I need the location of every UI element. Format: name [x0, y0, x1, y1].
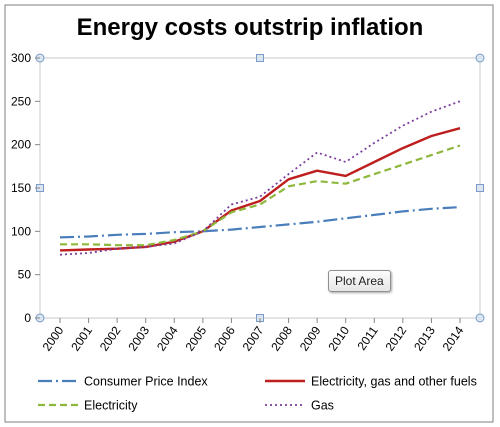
x-tick-label: 2011: [354, 323, 380, 352]
x-tick-label: 2003: [125, 323, 152, 353]
x-tick-label: 2004: [154, 323, 181, 353]
series-line-3: [59, 100, 461, 256]
y-tick-label: 200: [11, 138, 31, 152]
plot-area-handle-corner: [475, 313, 485, 323]
series-line-0: [59, 206, 461, 239]
x-tick-label: 2012: [383, 323, 410, 353]
x-tick-label: 2002: [97, 323, 124, 353]
y-tick-label: 150: [11, 181, 31, 195]
chart-border: [4, 4, 494, 423]
legend-label-3: Gas: [311, 399, 334, 413]
plot-area-handle-side: [476, 184, 484, 192]
x-tick-label: 2014: [440, 323, 467, 353]
x-tick-label: 2001: [68, 323, 95, 353]
plot-area-tooltip: Plot Area: [328, 270, 391, 292]
y-tick-label: 300: [11, 51, 31, 65]
chart-title: Energy costs outstrip inflation: [76, 14, 424, 41]
x-tick-label: 2013: [411, 323, 438, 353]
y-tick-label: 0: [24, 311, 31, 325]
y-tick-label: 50: [18, 268, 32, 282]
y-tick-label: 250: [11, 94, 31, 108]
legend-label-2: Electricity: [84, 399, 138, 413]
series-line-2: [60, 144, 461, 247]
plot-area-handle-corner: [475, 53, 485, 63]
y-tick-label: 100: [11, 224, 31, 238]
x-tick-label: 2000: [40, 323, 67, 353]
x-tick-label: 2008: [268, 323, 295, 353]
x-tick-label: 2006: [211, 323, 238, 353]
x-tick-label: 2005: [183, 323, 210, 353]
legend-label-0: Consumer Price Index: [84, 375, 208, 389]
legend-label-1: Electricity, gas and other fuels: [311, 375, 477, 389]
series-line-1: [59, 127, 461, 252]
x-tick-label: 2010: [325, 323, 352, 353]
plot-area-border: [39, 57, 481, 319]
plot-area-handle-side: [256, 54, 264, 62]
x-tick-label: 2009: [297, 323, 324, 353]
x-tick-label: 2007: [240, 323, 267, 353]
